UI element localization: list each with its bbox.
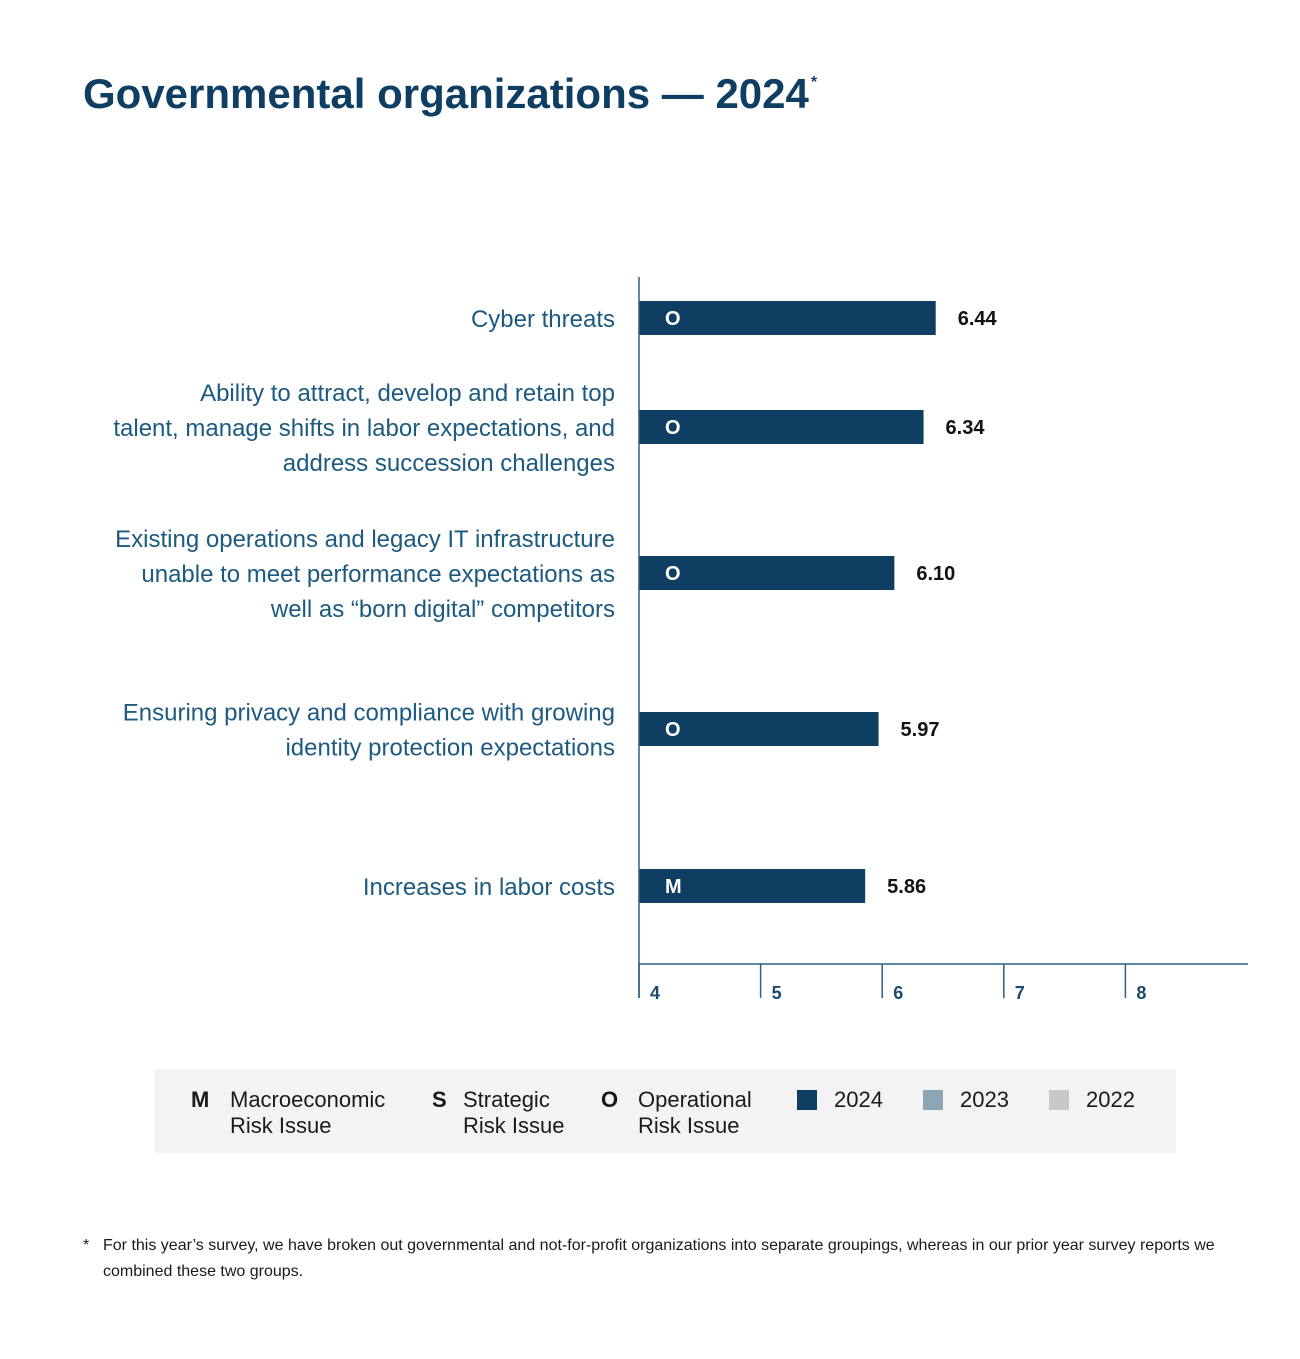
category-label-line: well as “born digital” competitors (270, 596, 615, 623)
bars: O 6.44 O 6.34 O 6.10 O 5.97 M 5.86 (639, 301, 998, 903)
footnote: * For this year’s survey, we have broken… (83, 1233, 1223, 1285)
bar (639, 410, 924, 444)
value-label: 5.97 (901, 719, 940, 741)
category-label: Increases in labor costs (363, 874, 615, 901)
category-label-line: Existing operations and legacy IT infras… (115, 526, 615, 553)
chart-title: Governmental organizations — 2024 * (83, 70, 817, 118)
category-label-line: Ability to attract, develop and retain t… (200, 380, 615, 407)
legend-code-macroeconomic: M (191, 1087, 210, 1112)
legend: M Macroeconomic Risk Issue S Strategic R… (155, 1069, 1176, 1153)
legend-label-line2: Risk Issue (463, 1113, 565, 1138)
legend-item-macroeconomic: Macroeconomic Risk Issue (230, 1087, 400, 1139)
bar (639, 712, 879, 746)
category-label: Ability to attract, develop and retain t… (113, 380, 615, 477)
value-label: 6.10 (916, 563, 955, 585)
value-label: 6.44 (958, 308, 998, 330)
x-tick-label: 7 (1015, 983, 1025, 1003)
legend-swatch-2024 (797, 1090, 817, 1110)
value-label: 6.34 (946, 417, 986, 439)
legend-label-line1: Operational (638, 1087, 752, 1112)
x-tick-label: 5 (772, 983, 782, 1003)
category-label-line: talent, manage shifts in labor expectati… (113, 415, 615, 442)
bar-risk-code: M (665, 876, 682, 898)
legend-label-line1: Macroeconomic (230, 1087, 386, 1112)
category-label-line: unable to meet performance expectations … (141, 561, 615, 588)
x-tick-label: 4 (650, 983, 660, 1003)
bar-risk-code: O (665, 308, 681, 330)
legend-code-strategic: S (432, 1087, 447, 1112)
bar-chart: Cyber threats Ability to attract, develop… (113, 277, 1248, 1003)
category-label-line: address succession challenges (283, 450, 615, 477)
category-label-line: identity protection expectations (285, 735, 615, 762)
legend-label-line1: Strategic (463, 1087, 550, 1112)
legend-year-2023: 2023 (960, 1087, 1009, 1112)
chart-title-text: Governmental organizations — 2024 (83, 70, 809, 117)
category-label-line: Increases in labor costs (363, 874, 615, 901)
bar-risk-code: O (665, 417, 681, 439)
category-label-line: Ensuring privacy and compliance with gro… (123, 700, 615, 727)
legend-label-line2: Risk Issue (638, 1113, 740, 1138)
x-axis: 4 5 6 7 8 (638, 277, 1248, 1003)
legend-swatch-2023 (923, 1090, 943, 1110)
legend-swatch-2022 (1049, 1090, 1069, 1110)
value-label: 5.86 (887, 876, 926, 898)
footnote-mark: * (83, 1237, 90, 1254)
legend-year-2022: 2022 (1086, 1087, 1135, 1112)
legend-year-2024: 2024 (834, 1087, 883, 1112)
title-footnote-mark: * (810, 74, 818, 91)
footnote-text: For this year’s survey, we have broken o… (103, 1237, 1215, 1280)
x-tick-label: 6 (893, 983, 903, 1003)
category-label: Cyber threats (471, 306, 615, 333)
legend-item-operational: Operational Risk Issue (638, 1087, 808, 1139)
bar (639, 556, 895, 590)
x-tick-label: 8 (1136, 983, 1146, 1003)
bar-risk-code: O (665, 563, 681, 585)
category-label: Existing operations and legacy IT infras… (115, 526, 615, 623)
bar (639, 301, 936, 335)
category-label: Ensuring privacy and compliance with gro… (123, 700, 615, 762)
legend-label-line2: Risk Issue (230, 1113, 332, 1138)
legend-item-strategic: Strategic Risk Issue (463, 1087, 633, 1139)
legend-code-operational: O (601, 1087, 619, 1112)
category-labels: Cyber threats Ability to attract, develop… (113, 306, 615, 901)
bar (639, 869, 866, 903)
category-label-line: Cyber threats (471, 306, 615, 333)
bar-risk-code: O (665, 719, 681, 741)
